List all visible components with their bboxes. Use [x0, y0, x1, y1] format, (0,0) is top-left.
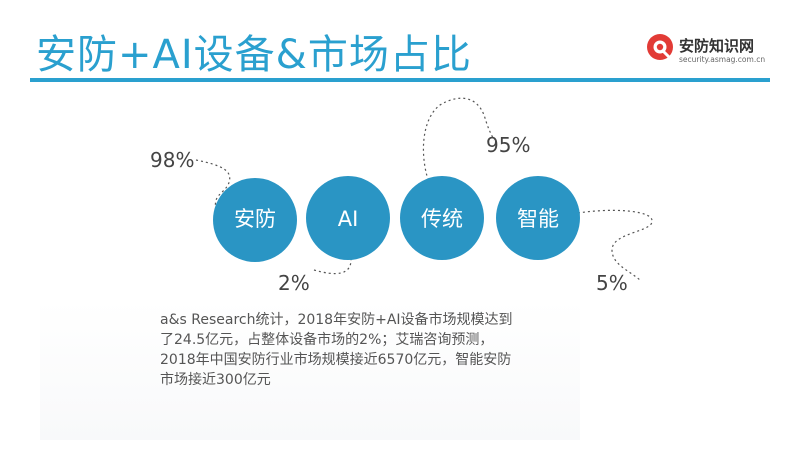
circle-label-anfang: 安防	[234, 207, 276, 231]
circle-anfang	[213, 178, 297, 262]
circle-label-ai: AI	[338, 207, 359, 231]
connector-zhineng	[577, 209, 653, 281]
title-underline	[30, 78, 770, 82]
percent-ai: 2%	[278, 271, 310, 295]
percent-anfang: 98%	[150, 148, 194, 172]
circle-label-zhineng: 智能	[517, 207, 559, 231]
circle-chuantong	[400, 176, 484, 260]
logo-url: security.asmag.com.cn	[679, 55, 766, 64]
circle-label-chuantong: 传统	[421, 207, 463, 231]
logo-icon	[647, 34, 673, 60]
text-background	[40, 300, 580, 440]
connector-ai	[313, 245, 352, 275]
percent-chuantong: 95%	[486, 133, 530, 157]
page-title: 安防+AI设备&市场占比	[36, 32, 472, 78]
circle-ai	[306, 176, 390, 260]
percent-zhineng: 5%	[596, 271, 628, 295]
description-text: a&s Research统计，2018年安防+AI设备市场规模达到了24.5亿元…	[160, 312, 513, 388]
brand-logo[interactable]: 安防知识网 security.asmag.com.cn	[645, 30, 775, 70]
connector-chuantong	[422, 97, 495, 186]
logo-name: 安防知识网	[679, 37, 755, 55]
circle-zhineng	[496, 176, 580, 260]
